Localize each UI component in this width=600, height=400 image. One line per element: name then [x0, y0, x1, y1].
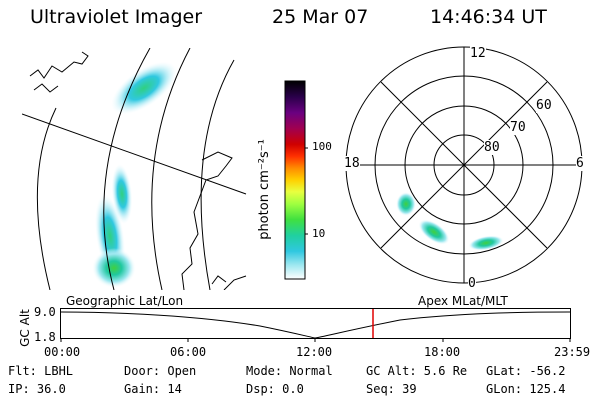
- colorbar-tick-100: 100: [312, 140, 332, 153]
- x-tick-0600: 06:00: [170, 345, 207, 359]
- latitude-arc: [103, 48, 151, 290]
- x-tick-0000: 00:00: [44, 345, 81, 359]
- glat-value: GLat: -56.2: [486, 364, 566, 378]
- geographic-label: Geographic Lat/Lon: [66, 294, 184, 308]
- gc-alt-axis-title: GC Alt: [18, 309, 32, 347]
- colorbar-unit-label: photon cm⁻²s⁻¹: [256, 139, 272, 240]
- dsp-value: Dsp: 0.0: [246, 382, 304, 396]
- glon-value: GLon: 125.4: [486, 382, 566, 396]
- latitude-arc: [36, 107, 57, 290]
- colorbar-tick-10: 10: [312, 227, 326, 240]
- aurora-emission: [92, 248, 136, 288]
- mlt-label-0: 0: [468, 276, 476, 291]
- latitude-arc: [200, 59, 235, 290]
- mlt-meridian: [380, 81, 548, 249]
- aurora-emission: [418, 219, 450, 245]
- gain-value: Gain: 14: [124, 382, 182, 396]
- coastline: [223, 275, 247, 290]
- apex-label: Apex MLat/MLT: [418, 294, 508, 308]
- observation-date: 25 Mar 07: [272, 6, 369, 28]
- aurora-emission: [468, 235, 504, 251]
- y-tick-1-8: 1.8: [34, 330, 56, 344]
- coastline: [29, 51, 89, 93]
- geographic-map: [22, 48, 247, 290]
- coastline: [181, 151, 233, 290]
- latitude-arc: [151, 48, 191, 290]
- instrument-title: Ultraviolet Imager: [30, 6, 203, 28]
- mlat-label-80: 80: [484, 140, 500, 155]
- aurora-emission: [111, 164, 133, 224]
- y-tick-9: 9.0: [34, 305, 56, 319]
- seq-value: Seq: 39: [366, 382, 417, 396]
- aurora-emission: [396, 192, 416, 216]
- mlt-label-12: 12: [470, 46, 486, 61]
- x-tick-1200: 12:00: [296, 345, 333, 359]
- mlat-label-60: 60: [536, 98, 552, 113]
- mode-value: Mode: Normal: [246, 364, 333, 378]
- altitude-curve: [60, 311, 571, 339]
- intensity-colorbar: [284, 80, 308, 280]
- observation-time: 14:46:34 UT: [430, 6, 547, 28]
- door-status: Door: Open: [124, 364, 197, 378]
- mlt-label-18: 18: [344, 156, 360, 171]
- polar-mlt-plot: [345, 46, 583, 284]
- gc-alt-value: GC Alt: 5.6 Re: [366, 364, 468, 378]
- altitude-timeline: [60, 308, 571, 342]
- x-tick-1800: 18:00: [424, 345, 461, 359]
- ip-value: IP: 36.0: [8, 382, 66, 396]
- aurora-emission: [111, 61, 177, 115]
- meridian-line: [22, 113, 247, 195]
- mlat-label-70: 70: [510, 120, 526, 135]
- mlt-label-6: 6: [576, 156, 584, 171]
- coastline: [211, 275, 227, 285]
- x-tick-2359: 23:59: [554, 345, 591, 359]
- filter-value: Flt: LBHL: [8, 364, 74, 378]
